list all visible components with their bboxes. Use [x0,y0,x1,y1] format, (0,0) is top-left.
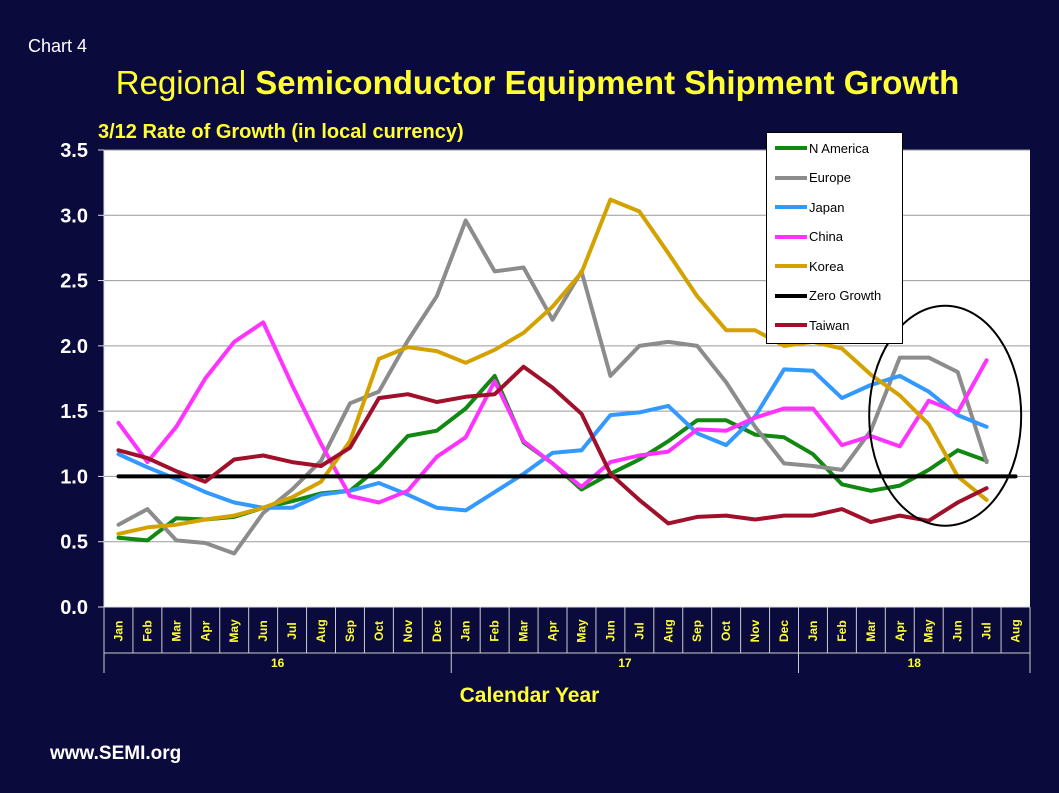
x-tick-label: Oct [719,621,733,641]
x-axis-title: Calendar Year [459,684,600,707]
y-tick-label: 0.0 [60,597,88,619]
x-tick-label: Sep [343,620,357,642]
legend-swatch [775,146,807,150]
y-tick-label: 3.0 [60,205,88,227]
legend-label: Europe [809,170,851,185]
series-line-taiwan [116,364,989,526]
x-tick-label: Dec [777,620,791,642]
x-tick-label: May [922,619,936,643]
y-tick-label: 1.0 [60,466,88,488]
legend-item: N America [775,138,869,158]
title-bold: Semiconductor Equipment Shipment Growth [255,64,960,101]
legend-label: N America [809,140,869,156]
x-tick-label: Nov [748,619,762,642]
x-tick-label: Jul [980,622,994,639]
x-tick-label: Apr [546,620,560,641]
y-tick-label: 1.5 [60,401,88,423]
x-tick-label: Aug [661,619,675,642]
y-tick-label: 0.5 [60,532,88,554]
x-tick-label: May [574,619,588,643]
x-tick-label: Feb [140,620,154,641]
chart-number-label: Chart 4 [28,36,88,56]
x-tick-label: Apr [893,620,907,641]
y-tick-label: 2.5 [60,271,88,293]
legend-label: Korea [809,258,844,274]
x-tick-label: Mar [517,620,531,642]
chart-title: Regional Semiconductor Equipment Shipmen… [0,64,1059,102]
footer-url: www.SEMI.org [50,743,182,764]
x-tick-label: Apr [198,620,212,641]
x-tick-label: Mar [864,620,878,642]
legend-label: Japan [809,199,845,215]
y-tick-label: 3.5 [60,140,88,162]
x-tick-label: Sep [690,620,704,642]
legend-item: Taiwan [775,315,849,335]
x-tick-label: Jul [285,622,299,639]
series-line-europe [116,218,989,556]
legend-swatch [775,293,807,298]
x-tick-label: Oct [372,621,386,641]
legend-swatch [775,205,807,209]
x-tick-label: Nov [401,619,415,642]
legend-swatch [775,323,807,327]
x-tick-label: Feb [488,620,502,641]
x-tick-label: Aug [314,619,328,642]
x-tick-label: Jan [459,621,473,642]
legend-swatch [775,175,807,180]
legend-item: Zero Growth [775,286,881,306]
x-tick-label: Jun [951,620,965,641]
y-tick-label: 2.0 [60,336,88,358]
x-tick-label: May [227,619,241,643]
x-tick-label: Dec [430,620,444,642]
x-tick-label: Jun [603,620,617,641]
x-tick-label: Feb [835,620,849,641]
year-label: 17 [618,656,632,670]
year-label: 18 [908,656,922,670]
x-tick-label: Jun [256,620,270,641]
x-tick-label: Mar [169,620,183,642]
series-line-korea [116,197,989,536]
legend-item: Europe [775,168,851,188]
legend-item: China [775,227,843,247]
x-tick-label: Jan [806,621,820,642]
legend-swatch [775,234,807,239]
legend-label: Zero Growth [809,288,882,303]
legend-item: Korea [775,256,844,276]
legend-item: Japan [775,197,844,217]
year-label: 16 [271,656,285,670]
legend: N America Europe Japan China Korea Zero Growt… [766,132,903,344]
legend-label: Taiwan [809,317,850,333]
legend-label: China [809,229,843,244]
series-line-china [116,320,989,505]
title-light: Regional [115,64,256,101]
x-tick-label: Aug [1009,619,1023,642]
chart-subtitle: 3/12 Rate of Growth (in local currency) [98,121,464,143]
x-tick-label: Jul [632,622,646,639]
highlight-ellipse [868,304,1023,527]
legend-swatch [775,264,807,268]
x-tick-label: Jan [111,621,125,642]
